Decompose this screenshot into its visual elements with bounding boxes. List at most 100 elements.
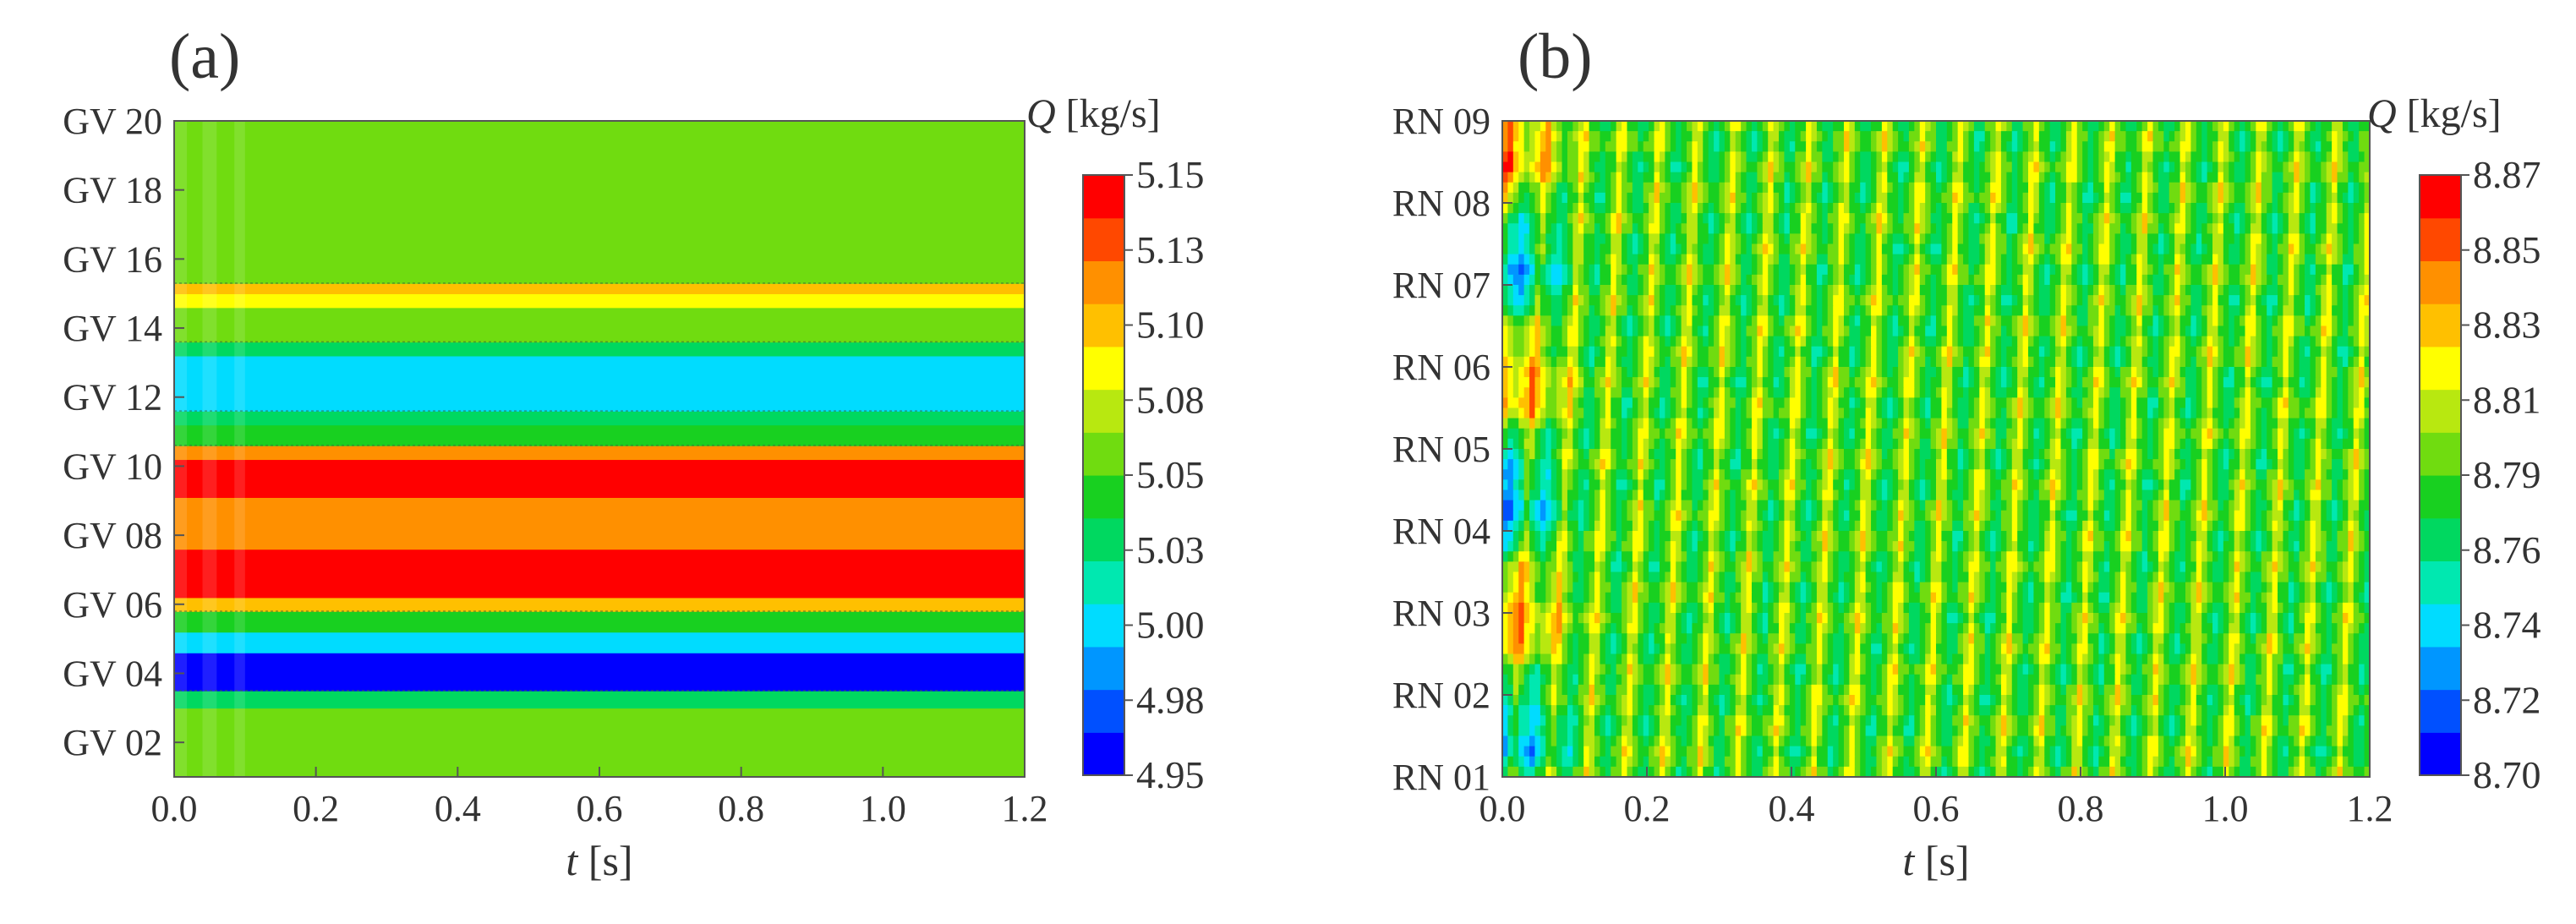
b-cell	[1697, 151, 1704, 163]
b-cell	[2267, 336, 2273, 347]
b-cell	[2125, 397, 2132, 409]
b-cell	[1784, 305, 1791, 316]
b-cell	[1838, 161, 1845, 173]
b-cell	[2071, 141, 2078, 152]
b-cell	[2114, 315, 2121, 327]
b-cell	[2250, 172, 2256, 183]
b-cell	[2011, 336, 2018, 347]
b-cell	[2342, 203, 2349, 214]
b-cell	[1616, 151, 1622, 163]
b-cell	[1768, 264, 1775, 276]
b-cell	[1719, 243, 1726, 255]
b-cell	[2212, 182, 2219, 194]
b-cell	[2212, 356, 2219, 368]
b-cell	[2120, 387, 2127, 398]
b-cell	[2179, 346, 2186, 358]
b-cell	[2196, 325, 2202, 337]
b-cell	[1659, 264, 1665, 276]
b-cell	[1627, 274, 1633, 286]
b-cell	[1502, 172, 1509, 183]
b-cell	[1865, 418, 1872, 429]
a-colorbar-cell	[1083, 432, 1124, 476]
b-cell	[1768, 254, 1775, 265]
b-cell	[2152, 233, 2159, 245]
b-cell	[1703, 377, 1709, 388]
b-cell	[1523, 407, 1530, 419]
b-cell	[1860, 407, 1867, 419]
b-cell	[1757, 141, 1764, 152]
b-cell	[1719, 151, 1726, 163]
b-cell	[2152, 121, 2159, 132]
b-cell	[1936, 418, 1943, 429]
b-cell	[2234, 346, 2240, 358]
b-cell	[1973, 254, 1980, 265]
b-cell	[1800, 397, 1807, 409]
b-cell	[1984, 121, 1991, 132]
b-cell	[1968, 161, 1975, 173]
b-cell	[2082, 182, 2089, 194]
b-cell	[2038, 315, 2045, 327]
b-cell	[1578, 121, 1584, 132]
b-cell	[2109, 192, 2116, 204]
b-cell	[2348, 161, 2354, 173]
b-cell	[1534, 428, 1541, 440]
b-cell	[2359, 264, 2365, 276]
b-cell	[2022, 295, 2029, 306]
b-cell	[1973, 418, 1980, 429]
b-cell	[1811, 407, 1818, 419]
b-cell	[2125, 295, 2132, 306]
b-cell	[1881, 336, 1888, 347]
b-cell	[1784, 203, 1791, 214]
b-cell	[2179, 172, 2186, 183]
b-cell	[2185, 336, 2191, 347]
b-cell	[2033, 264, 2040, 276]
b-cell	[1605, 356, 1611, 368]
b-cell	[2256, 264, 2262, 276]
b-cell	[1561, 356, 1568, 368]
b-cell	[2000, 336, 2007, 347]
b-cell	[1735, 428, 1742, 440]
b-cell	[2272, 315, 2278, 327]
b-cell	[1665, 377, 1671, 388]
b-cell	[1762, 377, 1769, 388]
b-cell	[1898, 356, 1905, 368]
b-cell	[1936, 295, 1943, 306]
b-cell	[1925, 264, 1932, 276]
b-cell	[2234, 192, 2240, 204]
b-cell	[1903, 254, 1910, 265]
b-cell	[2326, 141, 2333, 152]
b-cell	[2234, 243, 2240, 255]
b-cell	[2315, 377, 2322, 388]
b-cell	[1930, 367, 1937, 378]
b-cell	[1838, 325, 1845, 337]
b-cell	[1681, 325, 1687, 337]
b-cell	[1838, 172, 1845, 183]
a-band	[174, 307, 1025, 343]
b-cell	[1979, 397, 1986, 409]
b-cell	[1946, 223, 1953, 234]
b-cell	[2223, 254, 2229, 265]
b-cell	[2114, 336, 2121, 347]
b-cell	[1941, 233, 1948, 245]
b-cell	[2190, 285, 2197, 296]
b-cell	[1941, 407, 1948, 419]
b-cell	[2272, 182, 2278, 194]
b-cell	[1735, 295, 1742, 306]
b-cell	[1572, 182, 1579, 194]
b-cell	[1719, 233, 1726, 245]
b-cell	[1600, 387, 1606, 398]
b-cell	[1545, 346, 1552, 358]
b-cell	[2033, 397, 2040, 409]
b-cell	[2147, 203, 2154, 214]
b-cell	[2038, 274, 2045, 286]
b-cell	[1849, 397, 1856, 409]
b-cell	[1806, 141, 1813, 152]
b-cell	[2359, 223, 2365, 234]
b-cell	[1789, 418, 1796, 429]
b-cell	[2098, 346, 2105, 358]
b-cell	[2267, 377, 2273, 388]
b-cell	[1838, 367, 1845, 378]
b-cell	[2158, 151, 2164, 163]
b-cell	[1751, 121, 1758, 132]
b-cell	[1670, 141, 1676, 152]
